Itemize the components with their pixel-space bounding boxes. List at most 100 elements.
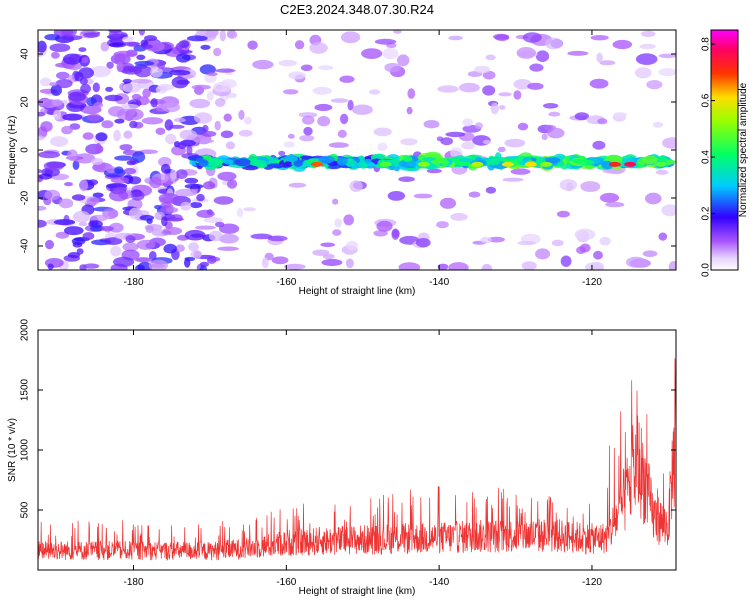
spectrogram-signal-cell <box>248 154 258 162</box>
x-tick-label: -180 <box>124 277 144 288</box>
colorbar: 0.0 0.2 0.4 0.6 0.8 Normalized spectral ampl… <box>701 29 749 277</box>
spectrogram-signal-cell <box>234 158 251 167</box>
spectrogram-cell <box>439 197 457 209</box>
spectrogram-cell <box>377 142 388 151</box>
spectrogram-cell <box>361 48 383 59</box>
spectrogram-hotspot <box>417 161 430 167</box>
spectrogram-cell <box>168 124 185 129</box>
spectrogram-cell <box>175 188 198 197</box>
spectrogram-cell <box>72 160 80 170</box>
spectrogram-cell <box>108 30 124 38</box>
spectrogram-cell <box>130 191 145 201</box>
y-tick-label: 1500 <box>20 378 31 401</box>
spectrogram-cell <box>106 61 114 69</box>
spectrogram-cell <box>208 230 223 242</box>
spectrogram-cell <box>55 78 73 89</box>
spectrogram-cell <box>186 35 208 42</box>
spectrogram-cell <box>126 160 136 166</box>
spectrogram-cell <box>556 210 570 218</box>
colorbar-tick-label: 0.6 <box>701 93 712 107</box>
spectrogram-cell <box>423 120 440 129</box>
spectrogram-cell <box>448 35 463 41</box>
spectrogram-cell <box>79 179 89 192</box>
spectrogram-cell <box>490 102 499 115</box>
spectrogram-cell <box>658 232 668 241</box>
spectrogram-cell <box>82 132 94 140</box>
spectrogram-cell <box>189 201 203 209</box>
spectrogram-cell <box>184 183 204 189</box>
spectrogram-cell <box>160 163 171 174</box>
spectrogram-cell <box>49 82 58 87</box>
spectrogram-cell <box>129 120 138 129</box>
spectrogram-cell <box>139 214 155 221</box>
spectrogram-cell <box>141 44 153 49</box>
spectrogram-cell <box>252 59 274 70</box>
spectrogram-cell <box>50 84 62 96</box>
spectrogram-cell <box>68 91 86 102</box>
spectrogram-cell <box>123 167 137 175</box>
spectrogram-cell <box>294 40 305 50</box>
spectrogram-cell <box>580 181 601 192</box>
spectrogram-cell <box>393 30 402 34</box>
spectrogram-cell <box>87 179 99 186</box>
spectrogram-cell <box>543 103 559 109</box>
spectrogram-cell <box>72 210 91 223</box>
spectrogram-cell <box>450 212 468 221</box>
spectrogram-cell <box>123 130 133 139</box>
spectrogram-cell <box>413 193 433 199</box>
spectrogram-cell <box>80 83 91 94</box>
spectrogram-cell <box>66 62 82 70</box>
spectrogram-cell <box>114 118 125 124</box>
spectrogram-signal-cell <box>223 159 234 165</box>
spectrogram-cell <box>225 141 236 150</box>
spectrogram-cell <box>547 127 565 139</box>
spectrogram-cell <box>38 111 46 117</box>
spectrogram-hotspot <box>379 161 392 167</box>
spectrogram-cell <box>330 98 349 103</box>
spectrogram-cell <box>74 153 96 164</box>
spectrogram-cell <box>593 250 603 260</box>
spectrogram-cell <box>312 249 330 256</box>
spectrogram-cell <box>213 196 234 205</box>
spectrogram-cell <box>635 53 658 65</box>
spectrogram-cell <box>368 89 381 95</box>
y-tick-label: 2000 <box>20 318 31 341</box>
spectrogram-cell <box>101 120 114 129</box>
spectrogram-cell <box>300 64 313 72</box>
spectrogram-cell <box>90 225 104 232</box>
spectrogram-xlabel: Height of straight line (km) <box>299 286 416 297</box>
spectrogram-cell <box>138 30 146 36</box>
spectrogram-cell <box>527 82 544 90</box>
spectrogram-cell <box>78 221 88 227</box>
spectrogram-cell <box>39 77 52 87</box>
spectrogram-cell <box>668 261 676 270</box>
spectrogram-signal-cell <box>345 158 356 167</box>
spectrogram-cell <box>384 62 402 73</box>
spectrogram-cell <box>186 144 193 156</box>
spectrogram-cell <box>104 237 123 246</box>
spectrogram-cell <box>113 256 135 267</box>
spectrogram-cell <box>158 156 172 167</box>
spectrogram-cell <box>87 113 102 122</box>
spectrogram-cell <box>645 192 662 205</box>
spectrogram-cell <box>397 54 410 67</box>
spectrogram-signal-cell <box>249 159 267 167</box>
spectrogram-cell <box>271 256 289 265</box>
spectrogram-cell <box>437 85 459 93</box>
spectrogram-cell <box>318 65 334 71</box>
spectrogram-cell <box>169 69 191 76</box>
spectrogram-cell <box>612 39 633 50</box>
spectrogram-cell <box>176 79 190 85</box>
spectrogram-cell <box>124 108 144 121</box>
spectrogram-cell <box>217 171 237 181</box>
spectrogram-cell <box>71 194 86 201</box>
spectrogram-cell <box>328 142 349 148</box>
spectrogram-cell <box>193 250 202 259</box>
spectrogram-cell <box>278 150 286 156</box>
spectrogram-cell <box>599 192 620 203</box>
spectrogram-cell <box>165 133 177 145</box>
spectrogram-cell <box>590 35 609 41</box>
spectrogram-cell <box>522 32 542 43</box>
y-tick-label: -20 <box>20 190 31 205</box>
spectrogram-cell <box>634 67 652 79</box>
